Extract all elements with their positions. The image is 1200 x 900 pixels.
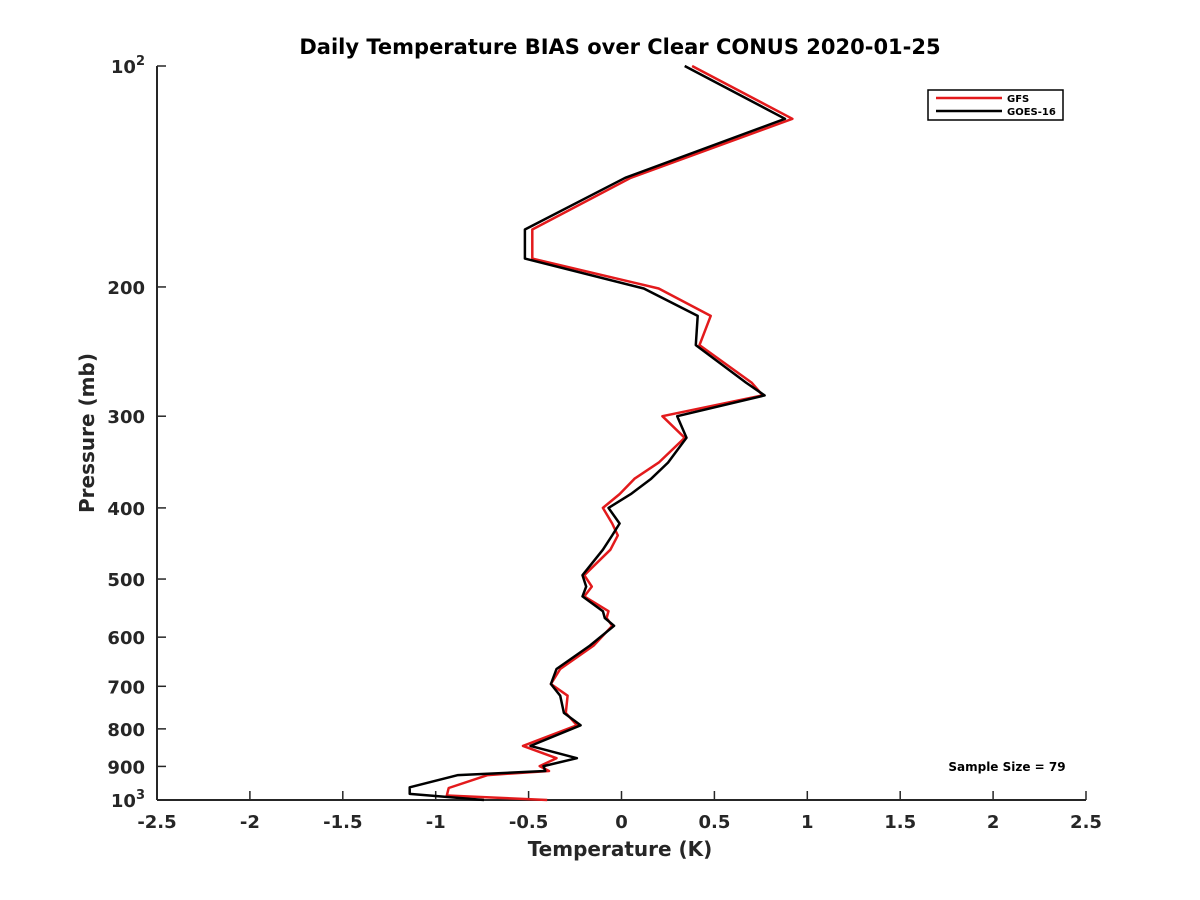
- sample-size-annotation: Sample Size = 79: [948, 760, 1065, 774]
- legend-label-goes-16: GOES-16: [1007, 107, 1056, 118]
- x-tick-label: 2: [987, 812, 1000, 833]
- series-line-gfs: [445, 64, 794, 802]
- plot-lines: [408, 64, 794, 802]
- series-line-goes-16: [408, 64, 787, 802]
- x-tick-label: 1: [801, 812, 814, 833]
- y-tick-label: 200: [107, 278, 145, 299]
- x-tick-label: -0.5: [509, 812, 548, 833]
- x-tick-label: -1: [426, 812, 446, 833]
- y-tick-label: 900: [107, 757, 145, 778]
- y-tick-label: 800: [107, 720, 145, 741]
- x-axis-label: Temperature (K): [528, 837, 713, 861]
- x-tick-label: -1.5: [323, 812, 362, 833]
- x-tick-label: 2.5: [1070, 812, 1102, 833]
- y-tick-label: 400: [107, 499, 145, 520]
- x-tick-label: -2: [240, 812, 260, 833]
- legend: GFS GOES-16: [927, 89, 1064, 121]
- y-tick-label: 600: [107, 628, 145, 649]
- chart-title: Daily Temperature BIAS over Clear CONUS …: [299, 35, 940, 59]
- legend-label-gfs: GFS: [1007, 94, 1029, 105]
- x-tick-label: 0: [615, 812, 628, 833]
- legend-box: [927, 89, 1064, 121]
- y-tick-label: 700: [107, 677, 145, 698]
- x-tick-label: -2.5: [137, 812, 176, 833]
- axes: -2.5 -2 -1.5 -1 -0.5 0 0.5 1 1.5 2 2.5102200300400…: [107, 54, 1102, 833]
- x-tick-label: 0.5: [698, 812, 730, 833]
- y-tick-label: 500: [107, 570, 145, 591]
- y-tick-label: 300: [107, 407, 145, 428]
- x-tick-label: 1.5: [884, 812, 916, 833]
- y-axis-label: Pressure (mb): [75, 353, 99, 513]
